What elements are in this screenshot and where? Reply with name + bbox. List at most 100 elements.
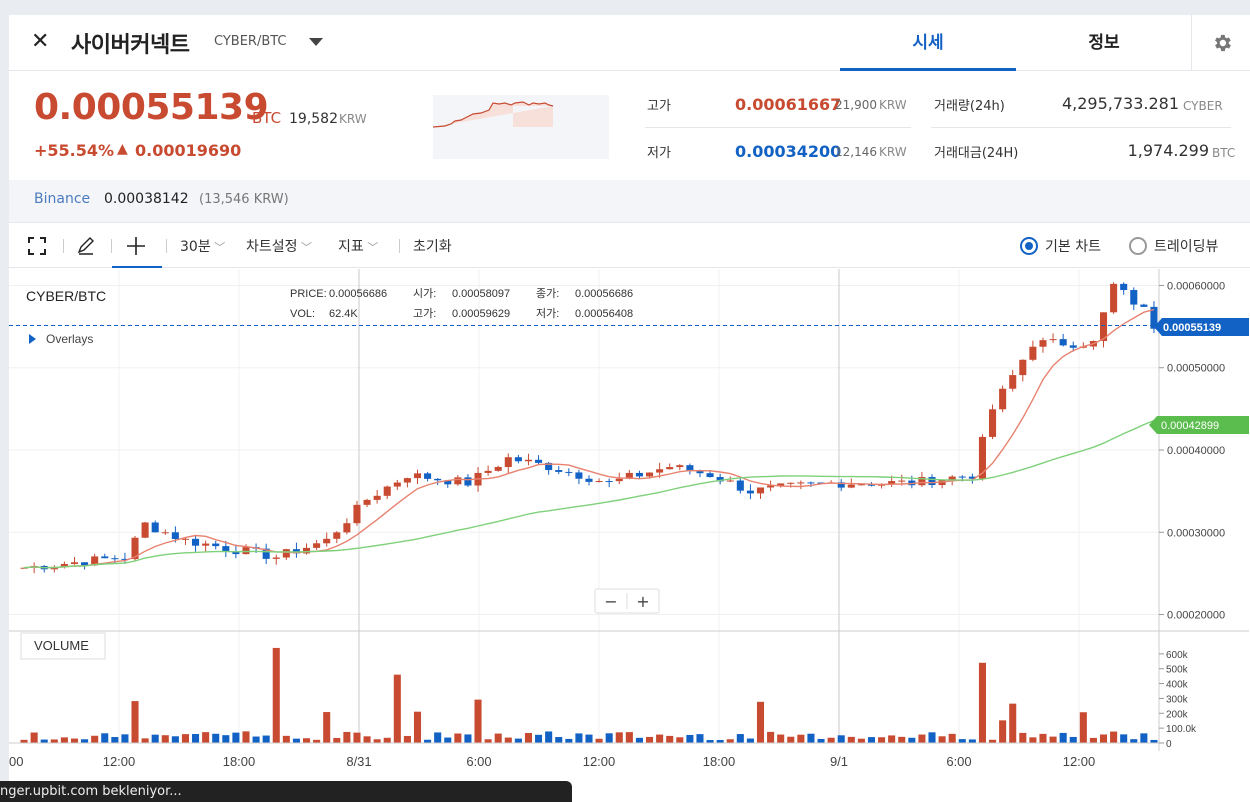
volume-bar xyxy=(615,732,623,743)
zoom-in-button[interactable]: + xyxy=(636,592,649,611)
candle-body xyxy=(767,485,775,488)
candle-body xyxy=(1069,345,1077,348)
volume-label: 거래량(24h) xyxy=(934,99,1005,114)
volume-bar xyxy=(686,734,694,743)
x-tick-label: 18:00 xyxy=(223,754,256,769)
candle-body xyxy=(514,457,522,462)
exchange-name[interactable]: Binance xyxy=(34,191,91,207)
reset-button[interactable]: 초기화 xyxy=(413,239,452,255)
candle-body xyxy=(151,522,159,533)
volume-bar xyxy=(787,736,795,743)
candle-body xyxy=(141,522,149,538)
high-value: 0.00061667 xyxy=(735,95,842,114)
chevron-down-icon: ﹀ xyxy=(210,241,226,254)
volume-bar xyxy=(514,738,522,743)
ma-price-tag: 0.00042899 xyxy=(1149,416,1249,434)
close-icon[interactable]: ✕ xyxy=(31,29,50,54)
volume-bar xyxy=(363,736,371,743)
candle-body xyxy=(968,476,976,479)
candle-body xyxy=(1120,283,1128,291)
play-icon[interactable] xyxy=(29,334,36,344)
candle-body xyxy=(777,483,785,486)
candle-body xyxy=(454,477,462,485)
tab-market[interactable]: 시세 xyxy=(840,15,1016,71)
volume-bar xyxy=(535,734,543,743)
candle-body xyxy=(444,480,452,485)
volume-bar xyxy=(1069,736,1077,743)
candle-body xyxy=(272,557,280,559)
candle-body xyxy=(282,549,290,558)
volume-bar xyxy=(141,738,149,743)
volume-bar xyxy=(181,734,189,743)
volume-bar xyxy=(696,734,704,743)
candle-body xyxy=(373,495,381,500)
chevron-down-icon[interactable] xyxy=(307,33,325,51)
candle-body xyxy=(555,470,563,472)
candle-body xyxy=(111,558,119,560)
volume-bar xyxy=(918,734,926,743)
candle-body xyxy=(888,481,896,484)
moving-averages xyxy=(23,308,1155,569)
volume-bar xyxy=(938,736,946,743)
volume-bar xyxy=(40,739,48,743)
exchange-price: 0.00038142 xyxy=(104,191,189,207)
zoom-out-button[interactable]: − xyxy=(604,592,617,611)
volume-bar xyxy=(1099,734,1108,743)
candle-body xyxy=(393,482,401,487)
price-chart[interactable]: 0.00060000 0.00050000 0.00040000 0.00030000… xyxy=(9,15,1250,802)
market-panel: ✕ 사이버커넥트 CYBER/BTC 시세 정보 0.00055139 BTC … xyxy=(9,15,1250,802)
x-tick-label: 8/31 xyxy=(346,754,371,769)
y-tick-label: 0.00030000 xyxy=(1167,527,1225,539)
basic-chart-label: 기본 차트 xyxy=(1045,239,1101,255)
ohlc-price-label: PRICE: xyxy=(290,288,327,300)
volume-bar xyxy=(30,732,38,743)
tab-info[interactable]: 정보 xyxy=(1088,33,1120,53)
interval-dropdown[interactable]: 30분 ﹀ xyxy=(180,236,225,256)
fullscreen-icon[interactable] xyxy=(27,236,47,256)
candle-body xyxy=(161,532,169,534)
volume-bar xyxy=(131,701,139,743)
low-krw: 12,146 xyxy=(835,145,877,159)
x-tick-label: 6:00 xyxy=(946,754,971,769)
basic-chart-radio[interactable] xyxy=(1020,237,1038,255)
volume-bar xyxy=(888,735,896,743)
pencil-icon[interactable] xyxy=(75,235,97,257)
crosshair-icon[interactable] xyxy=(126,236,146,256)
volume-bar xyxy=(867,737,876,743)
high-label: 고가 xyxy=(647,99,671,114)
candle-body xyxy=(524,459,532,462)
volume-bar xyxy=(192,733,200,743)
volume-value: 4,295,733.281 xyxy=(1061,94,1179,113)
candle-body xyxy=(635,472,643,477)
indicators-dropdown[interactable]: 지표 ﹀ xyxy=(338,236,378,256)
x-tick-label: 12:00 xyxy=(103,754,136,769)
overlays-toggle[interactable]: Overlays xyxy=(46,332,93,346)
browser-status-bar: nger.upbit.com bekleniyor... xyxy=(0,781,572,802)
volume-bar xyxy=(1019,732,1027,743)
chart-settings-dropdown[interactable]: 차트설정 ﹀ xyxy=(246,236,312,256)
volume-bar xyxy=(121,734,129,743)
volume-bar xyxy=(504,737,512,743)
volume-bar xyxy=(837,735,845,743)
y-tick-label: 0.00040000 xyxy=(1167,445,1225,457)
volume-bar xyxy=(302,738,311,743)
volume-bar xyxy=(232,732,240,743)
candle-body xyxy=(847,484,855,488)
volume-bar xyxy=(635,737,643,743)
tradingview-radio[interactable] xyxy=(1129,237,1147,255)
candle-body xyxy=(494,467,502,471)
volume-tick-label: 0 xyxy=(1166,739,1172,750)
volume-bar xyxy=(968,739,976,743)
ohlc-high-label: 고가: xyxy=(413,307,436,320)
candle-body xyxy=(131,537,139,560)
chart-settings-label: 차트설정 xyxy=(246,239,298,255)
candle-body xyxy=(948,476,956,481)
volume-bar xyxy=(424,739,432,743)
x-tick-label: 6:00 xyxy=(466,754,491,769)
x-tick-label: 12:00 xyxy=(1063,754,1096,769)
volume-bar xyxy=(212,733,220,743)
candle-body xyxy=(383,486,391,496)
volume-bar xyxy=(767,731,775,743)
volume-bar xyxy=(484,739,492,743)
settings-button[interactable] xyxy=(1191,15,1250,71)
